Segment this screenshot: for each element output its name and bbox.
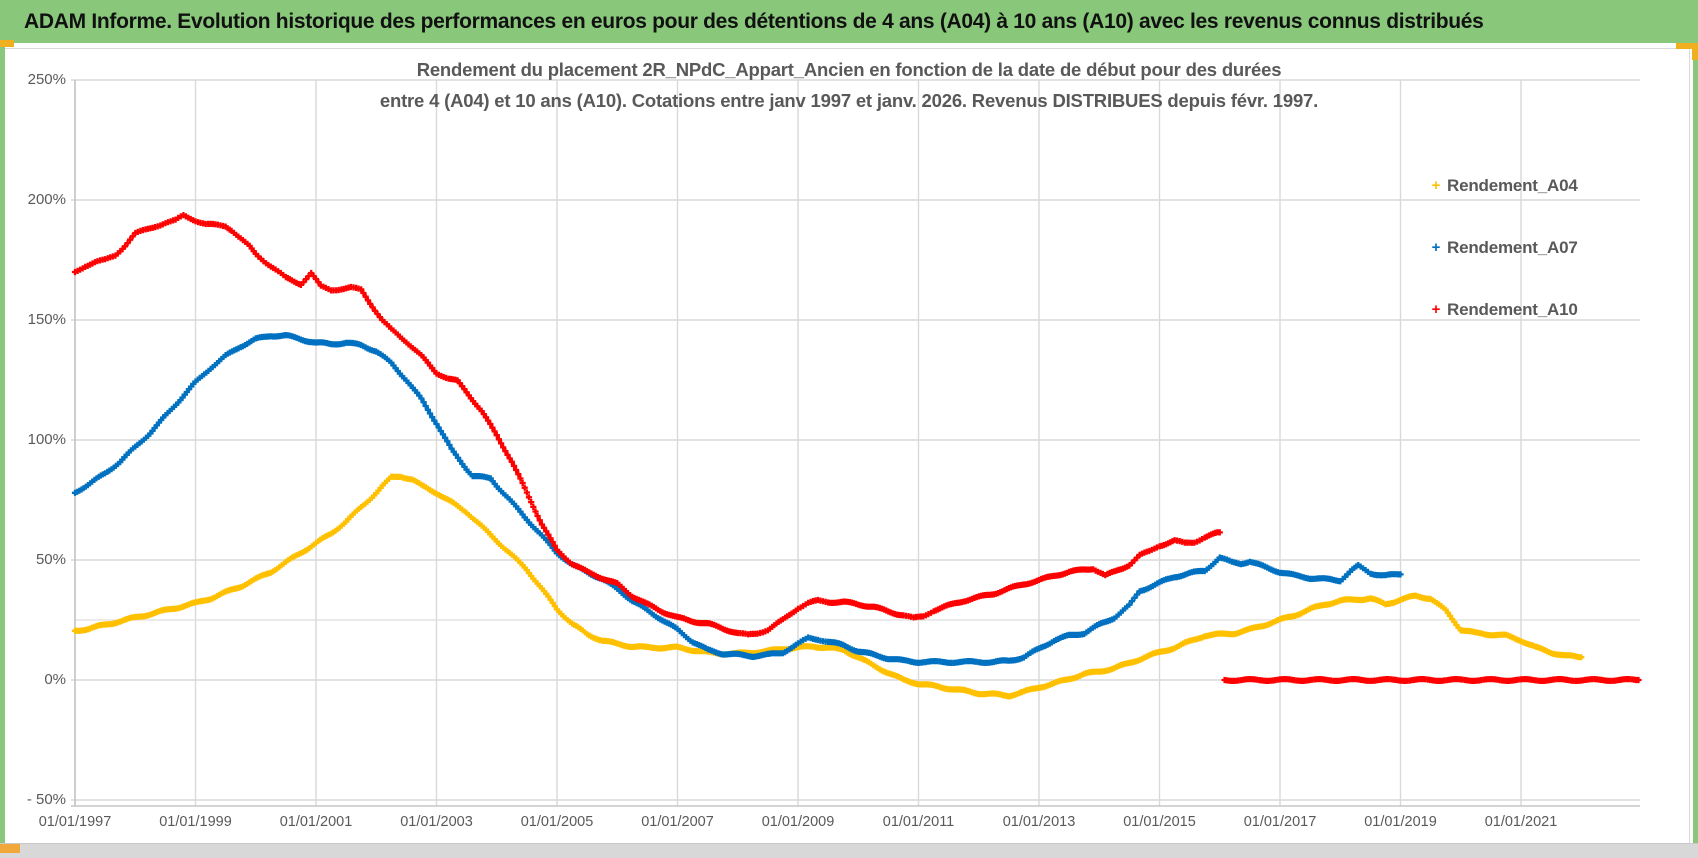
corner-handle-top-left-icon <box>0 40 14 47</box>
legend-label-a04: Rendement_A04 <box>1447 176 1578 195</box>
bottom-strip-handle[interactable] <box>0 844 20 853</box>
y-tick-label: 50% <box>35 551 66 568</box>
chart-border-top <box>5 48 1690 49</box>
y-tick-label: 250% <box>27 71 66 88</box>
legend-item-rendement-a07[interactable]: + Rendement_A07 <box>1428 238 1578 258</box>
series-rendement_a10 <box>71 212 1642 684</box>
legend-item-rendement-a10[interactable]: + Rendement_A10 <box>1428 300 1578 320</box>
corner-handle-top-right-icon <box>1676 43 1698 49</box>
x-tick-label: 01/01/1999 <box>159 814 232 830</box>
chart-title-line1: Rendement du placement 2R_NPdC_Appart_An… <box>416 59 1282 80</box>
banner-title: ADAM Informe. Evolution historique des p… <box>24 9 1484 33</box>
x-tick-label: 01/01/2017 <box>1243 814 1317 830</box>
window-frame-right <box>1693 43 1698 843</box>
x-tick-label: 01/01/2007 <box>641 814 714 830</box>
corner-handle-top-right-icon <box>1692 43 1698 60</box>
x-tick-label: 01/01/2015 <box>1123 814 1196 830</box>
chart-title-line2: entre 4 (A04) et 10 ans (A10). Cotations… <box>379 90 1319 111</box>
x-tick-label: 01/01/2009 <box>761 814 835 830</box>
legend-plus-marker-a07-icon: + <box>1431 239 1441 256</box>
y-tick-label: 0% <box>44 671 66 688</box>
y-tick-label: 150% <box>27 311 66 328</box>
legend-label-a10: Rendement_A10 <box>1447 300 1578 319</box>
x-tick-label: 01/01/2011 <box>882 814 955 830</box>
x-tick-label: 01/01/2019 <box>1364 814 1437 830</box>
x-tick-label: 01/01/1997 <box>38 814 112 830</box>
y-tick-label: - 50% <box>26 791 66 808</box>
x-tick-label: 01/01/2001 <box>279 814 353 830</box>
legend-plus-marker-a10-icon: + <box>1431 301 1441 318</box>
x-tick-label: 01/01/2013 <box>1002 814 1076 830</box>
legend-label-a07: Rendement_A07 <box>1447 238 1578 257</box>
y-tick-label: 100% <box>27 431 66 448</box>
legend-item-rendement-a04[interactable]: + Rendement_A04 <box>1428 176 1578 196</box>
header-banner: ADAM Informe. Evolution historique des p… <box>0 0 1698 43</box>
series-rendement_a07 <box>71 332 1404 666</box>
chart-border-right <box>1689 48 1690 843</box>
x-tick-label: 01/01/2005 <box>520 814 594 830</box>
y-tick-label: 200% <box>27 191 66 208</box>
series-rendement_a04 <box>71 473 1585 700</box>
window-frame-left <box>0 43 5 843</box>
x-tick-label: 01/01/2003 <box>400 814 473 830</box>
legend-plus-marker-a04-icon: + <box>1431 177 1441 194</box>
x-tick-label: 01/01/2021 <box>1484 814 1558 830</box>
bottom-strip <box>0 843 1698 858</box>
